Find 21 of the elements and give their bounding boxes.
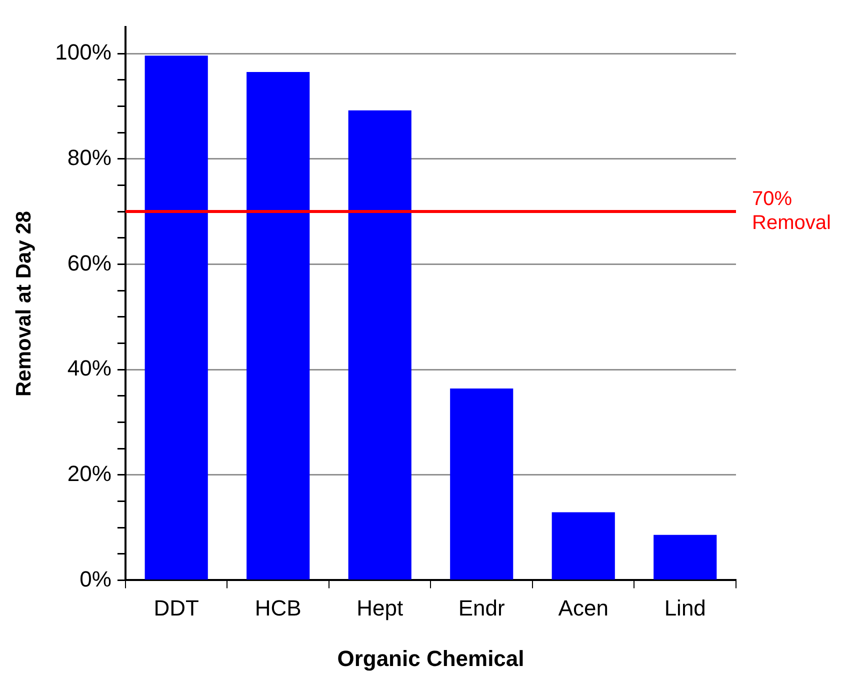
y-tick-label: 20%: [67, 460, 112, 486]
bar: [552, 512, 615, 580]
x-tick-label: HCB: [254, 595, 302, 620]
x-axis-title: Organic Chemical: [337, 646, 524, 671]
bar: [654, 534, 717, 580]
bar: [246, 72, 310, 580]
y-tick-label: 60%: [67, 250, 112, 276]
bar: [348, 110, 412, 580]
x-tick-label: Acen: [558, 595, 608, 620]
y-tick-label: 80%: [67, 144, 112, 170]
x-tick-label: Endr: [458, 595, 505, 620]
ref-line-label: 70% Removal: [752, 188, 831, 234]
y-tick-label: 40%: [67, 356, 112, 381]
x-tick-label: DDT: [154, 595, 199, 620]
bar: [144, 56, 208, 580]
x-tick-label: Lind: [664, 595, 706, 620]
bar: [450, 388, 514, 580]
x-tick-label: Hept: [356, 595, 404, 620]
y-tick-label: 0%: [80, 566, 112, 592]
y-axis-title: Removal at Day 28: [12, 210, 36, 397]
y-tick-label: 100%: [55, 40, 112, 65]
